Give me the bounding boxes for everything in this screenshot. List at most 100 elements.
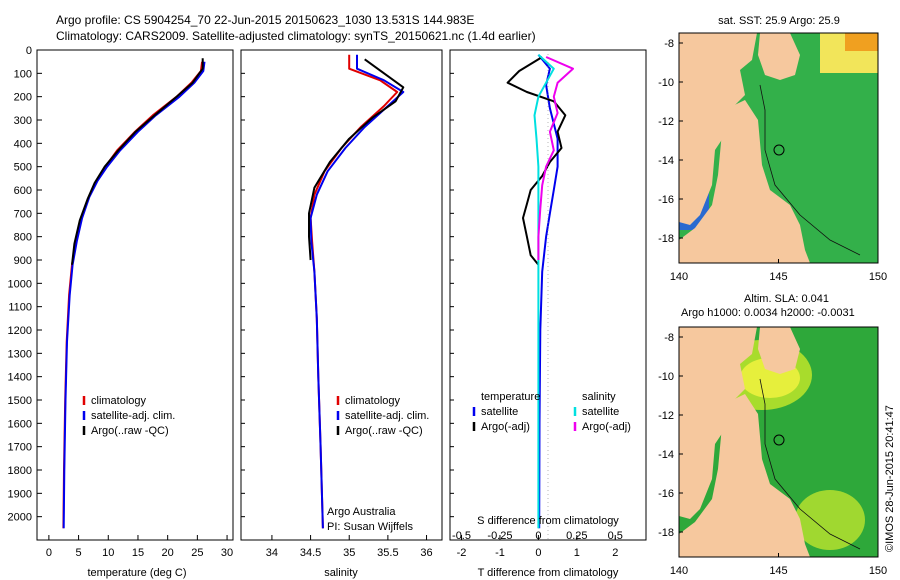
- series-line-temperature-argo-adj-: [506, 56, 567, 266]
- y-tick-label: 1400: [8, 372, 32, 384]
- y-tick-label: 700: [14, 208, 32, 220]
- salinity-series: [308, 54, 405, 529]
- legend-label-satellite: satellite-adj. clim.: [345, 410, 429, 422]
- land-png: [758, 33, 800, 80]
- map-y-tick-label: -14: [658, 155, 674, 167]
- salinity-panel: 34 34.5 35 35.5 36 salinity climatology sate…: [240, 49, 443, 579]
- x-tick-label: 5: [76, 547, 82, 559]
- y-tick-label: 900: [14, 255, 32, 267]
- temperature-panel: 0100200300400500600700800900100011001200…: [8, 45, 234, 579]
- legend-label-satellite: satellite-adj. clim.: [91, 410, 175, 422]
- top-tick-label: 0.5: [608, 530, 623, 542]
- difference-x-axis: -2 -1 0 1 2: [450, 49, 618, 559]
- series-line-salinity-satellite: [533, 53, 555, 529]
- temperature-legend: climatology satellite-adj. clim. Argo(..…: [82, 395, 175, 437]
- legend-label-temp-argo: Argo(-adj): [481, 421, 530, 433]
- temperature-series: [62, 58, 206, 529]
- temperature-x-axis: 0 5 10 15 20 25 30: [46, 535, 233, 559]
- map-x-tick-label: 140: [670, 565, 688, 577]
- legend-label-argo: Argo(..raw -QC): [91, 425, 169, 437]
- map-x-tick-label: 145: [769, 565, 787, 577]
- salinity-legend: climatology satellite-adj. clim. Argo(..…: [336, 395, 429, 437]
- sla-map-title2: Argo h1000: 0.0034 h2000: -0.0031: [681, 307, 855, 319]
- difference-xlabel: T difference from climatology: [478, 567, 619, 579]
- map-y-tick-label: -16: [658, 488, 674, 500]
- sla-south-patch: [795, 490, 865, 550]
- map-y-tick-label: -12: [658, 410, 674, 422]
- land-png: [758, 327, 800, 374]
- series-line-argo-raw-qc-: [71, 58, 204, 265]
- land-cape-york: [679, 100, 810, 263]
- x-tick-label: 34.5: [300, 547, 321, 559]
- series-line-salinity-argo-adj-: [537, 56, 574, 260]
- legend-label-sal-argo: Argo(-adj): [582, 421, 631, 433]
- shelf-contour: [759, 84, 861, 256]
- sla-map: Altim. SLA: 0.041 Argo h1000: 0.0034 h20…: [658, 293, 887, 577]
- map-y-tick-label: -10: [658, 371, 674, 383]
- series-line-satellite-adj-clim-: [62, 61, 206, 529]
- land-cape-york: [679, 394, 810, 557]
- y-tick-label: 800: [14, 232, 32, 244]
- series-line-climatology: [309, 54, 399, 529]
- x-tick-label: -2: [457, 547, 467, 559]
- header-line1: Argo profile: CS 5904254_70 22-Jun-2015 …: [56, 13, 474, 27]
- legend-label-climatology: climatology: [345, 395, 401, 407]
- series-line-satellite-adj-clim-: [309, 54, 405, 529]
- sla-map-title1: Altim. SLA: 0.041: [744, 293, 829, 305]
- map-x-tick-label: 140: [670, 271, 688, 283]
- y-tick-label: 1900: [8, 488, 32, 500]
- depth-axis: 0 100 200 300 400 500 600 700 800 900 1000 1100 1200…: [8, 45, 42, 524]
- temperature-xlabel: temperature (deg C): [87, 567, 186, 579]
- argo-position-marker: [773, 434, 785, 446]
- legend-title-temperature: temperature: [481, 391, 540, 403]
- legend-label-climatology: climatology: [91, 395, 147, 407]
- top-tick-label: -0.25: [487, 530, 512, 542]
- x-tick-label: 30: [221, 547, 233, 559]
- difference-panel: -2 -1 0 1 2 temperature salinity satellite A…: [449, 49, 647, 579]
- annotation-argo-australia: Argo Australia: [327, 506, 396, 518]
- sst-map-title: sat. SST: 25.9 Argo: 25.9: [718, 15, 840, 27]
- x-tick-label: 2: [612, 547, 618, 559]
- sst-map-ticks: 140 145 150 -8 -10 -12 -14 -16 -18: [658, 38, 887, 283]
- x-tick-label: 35.5: [377, 547, 398, 559]
- map-x-tick-label: 150: [869, 271, 887, 283]
- sst-hot-patch: [845, 33, 878, 51]
- map-y-tick-label: -10: [658, 77, 674, 89]
- salinity-difference-tick-labels: -0.5 -0.25 0 0.25 0.5: [452, 530, 623, 542]
- y-tick-label: 2000: [8, 512, 32, 524]
- sla-map-ticks: 140 145 150 -8 -10 -12 -14 -16 -18: [658, 332, 887, 577]
- y-tick-label: 1800: [8, 465, 32, 477]
- y-tick-label: 100: [14, 68, 32, 80]
- sla-map-field: [679, 327, 878, 557]
- y-tick-label: 1500: [8, 395, 32, 407]
- header-line2: Climatology: CARS2009. Satellite-adjuste…: [56, 29, 536, 43]
- y-tick-label: 1700: [8, 442, 32, 454]
- x-tick-label: 25: [191, 547, 203, 559]
- y-tick-label: 0: [26, 45, 32, 57]
- y-tick-label: 200: [14, 92, 32, 104]
- y-tick-label: 500: [14, 162, 32, 174]
- y-tick-label: 1000: [8, 278, 32, 290]
- argo-position-marker: [773, 144, 785, 156]
- map-y-tick-label: -8: [664, 38, 674, 50]
- legend-label-temp-satellite: satellite: [481, 406, 518, 418]
- difference-legend: temperature salinity satellite Argo(-adj…: [472, 391, 631, 433]
- annotation-pi: PI: Susan Wijffels: [327, 521, 413, 533]
- y-tick-label: 1300: [8, 348, 32, 360]
- map-y-tick-label: -8: [664, 332, 674, 344]
- difference-xlabel-top: S difference from climatology: [477, 515, 619, 527]
- y-tick-label: 400: [14, 138, 32, 150]
- legend-label-sal-satellite: satellite: [582, 406, 619, 418]
- map-y-tick-label: -14: [658, 449, 674, 461]
- map-x-tick-label: 150: [869, 565, 887, 577]
- land-western: [679, 33, 757, 225]
- x-tick-label: -1: [495, 547, 505, 559]
- x-tick-label: 15: [132, 547, 144, 559]
- footer-credit: ©IMOS 28-Jun-2015 20:41:47: [884, 405, 896, 552]
- sst-map: sat. SST: 25.9 Argo: 25.9 140 145 150 -8 -10…: [658, 15, 887, 283]
- legend-label-argo: Argo(..raw -QC): [345, 425, 423, 437]
- x-tick-label: 0: [46, 547, 52, 559]
- x-tick-label: 20: [162, 547, 174, 559]
- top-tick-label: 0.25: [566, 530, 587, 542]
